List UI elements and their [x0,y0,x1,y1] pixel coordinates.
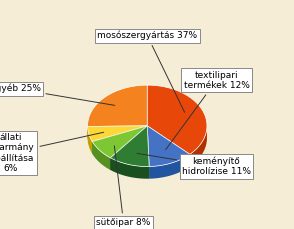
Polygon shape [147,126,190,166]
Text: állati
takarmány
előállítása
6%: állati takarmány előállítása 6% [0,132,104,173]
Polygon shape [88,85,147,126]
Text: mosószergyártás 37%: mosószergyártás 37% [97,31,197,112]
Polygon shape [110,126,147,170]
Text: egyéb 25%: egyéb 25% [0,84,115,105]
Polygon shape [110,158,149,179]
Polygon shape [92,142,110,170]
Polygon shape [110,126,147,170]
Text: sütőipar 8%: sütőipar 8% [96,146,151,227]
Polygon shape [147,85,207,154]
Polygon shape [88,126,147,142]
Polygon shape [147,126,190,166]
Text: textilipari
termékek 12%: textilipari termékek 12% [166,71,249,150]
Polygon shape [88,126,92,154]
Polygon shape [147,126,190,166]
Text: keményítő
hidrolízise 11%: keményítő hidrolízise 11% [137,153,251,177]
Polygon shape [88,126,147,139]
Polygon shape [147,126,149,179]
Polygon shape [147,126,149,179]
Polygon shape [149,154,190,179]
Polygon shape [110,126,149,166]
Polygon shape [190,125,207,166]
Polygon shape [88,126,147,139]
Polygon shape [92,126,147,154]
Polygon shape [92,126,147,158]
Polygon shape [92,126,147,154]
